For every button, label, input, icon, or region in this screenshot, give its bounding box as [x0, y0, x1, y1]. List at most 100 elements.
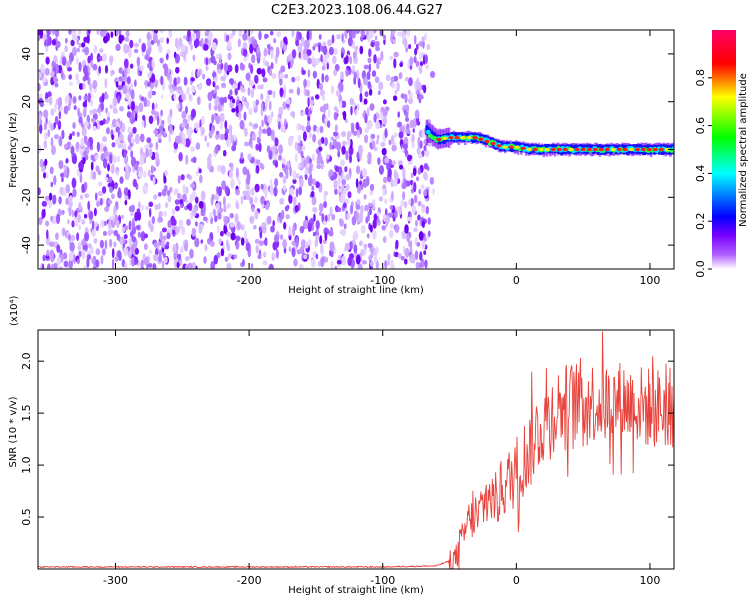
spectrogram-noise-blob	[361, 260, 367, 265]
spectrogram-noise-blob	[393, 95, 398, 101]
spectrogram-noise-blob	[135, 133, 140, 145]
spectrogram-noise-blob	[78, 30, 81, 36]
spectrogram-noise-blob	[331, 145, 335, 150]
spectrogram-noise-blob	[324, 116, 328, 127]
spectrogram-noise-blob	[339, 82, 344, 93]
spectrogram-noise-blob	[110, 31, 114, 38]
signal-peak	[484, 139, 490, 143]
spectrogram-noise-blob	[280, 124, 286, 133]
spectrogram-noise-blob	[271, 153, 277, 161]
spectrogram-noise-blob	[343, 187, 347, 195]
spectrogram-noise-blob	[82, 265, 88, 269]
spectrogram-noise-blob	[271, 73, 277, 79]
spectrogram-noise-blob	[428, 230, 431, 237]
spectrogram-noise-blob	[44, 121, 47, 131]
spectrogram-noise-blob	[349, 154, 352, 164]
spectrogram-noise-blob	[80, 194, 84, 200]
spectrogram-noise-blob	[214, 96, 220, 107]
spectrogram-noise-blob	[390, 178, 395, 188]
spectrogram-noise-blob	[127, 126, 132, 135]
spectrogram-noise-blob	[429, 177, 435, 185]
spectrogram-noise-blob	[134, 248, 139, 255]
spectrogram-noise-blob	[334, 188, 338, 195]
spectrogram-noise-blob	[133, 48, 139, 54]
spectrogram-noise-blob	[99, 120, 104, 126]
spectrogram-noise-blob	[336, 141, 342, 152]
spectrogram-noise-blob	[316, 78, 320, 89]
spectrogram-noise-blob	[92, 171, 97, 180]
colorbar-tick-label: 0.0	[694, 260, 707, 278]
spectrogram-noise-blob	[78, 202, 82, 211]
spectrogram-noise-blob	[410, 172, 414, 179]
spectrogram-noise-blob	[315, 234, 319, 243]
spectrogram-noise-blob	[405, 77, 409, 82]
spectrogram-noise-blob	[260, 107, 264, 117]
spectrogram-noise-blob	[144, 144, 150, 150]
spectrogram-noise-blob	[48, 200, 52, 209]
spectrogram-noise-blob	[366, 71, 371, 80]
spectrogram-noise-blob	[288, 246, 292, 252]
spectrogram-noise-blob	[84, 231, 89, 242]
spectrogram-noise-blob	[54, 134, 59, 140]
spectrogram-noise-blob	[40, 63, 45, 74]
spectrogram-noise-blob	[174, 199, 180, 205]
spectrogram-noise-blob	[249, 80, 254, 87]
spectrogram-noise-blob	[50, 137, 54, 148]
x-tick-label: -300	[103, 274, 128, 287]
spectrogram-noise-blob	[257, 84, 262, 90]
spectrogram-noise-blob	[256, 67, 262, 75]
spectrogram-noise-blob	[61, 129, 65, 140]
spectrogram-noise-blob	[68, 30, 72, 35]
x-tick-label: 0	[513, 574, 520, 587]
spectrogram-noise-blob	[180, 246, 184, 254]
spectrogram-noise-blob	[276, 249, 279, 259]
spectrogram-noise-blob	[182, 184, 186, 194]
spectrogram-noise-blob	[54, 116, 59, 125]
spectrogram-noise-blob	[224, 185, 229, 195]
spectrogram-noise-blob	[206, 142, 210, 148]
spectrogram-noise-blob	[417, 167, 421, 175]
spectrogram-noise-blob	[63, 260, 69, 268]
spectrogram-noise-blob	[102, 186, 107, 194]
spectrogram-noise-blob	[296, 86, 301, 96]
spectrogram-noise-blob	[367, 243, 373, 248]
spectrogram-noise-blob	[268, 69, 273, 77]
spectrogram-noise-blob	[311, 185, 315, 191]
spectrogram-noise-blob	[183, 139, 186, 146]
spectrogram-noise-blob	[369, 183, 375, 192]
spectrogram-noise-blob	[167, 72, 170, 81]
spectrogram-noise-blob	[224, 62, 228, 73]
spectrogram-noise-blob	[207, 57, 211, 65]
spectrogram-noise-blob	[343, 110, 347, 121]
spectrogram-noise-blob	[96, 141, 100, 152]
spectrogram-noise-blob	[406, 30, 410, 37]
spectrogram-noise-blob	[161, 94, 164, 100]
spectrogram-noise-blob	[264, 61, 270, 67]
spectrogram-noise-blob	[55, 98, 59, 106]
spectrogram-noise-blob	[103, 118, 106, 125]
spectrogram-noise-blob	[254, 196, 258, 203]
spectrogram-noise-blob	[274, 137, 279, 147]
spectrogram-noise-blob	[246, 169, 250, 177]
spectrogram-noise-blob	[381, 147, 387, 156]
spectrogram-noise-blob	[165, 53, 169, 61]
spectrogram-noise-blob	[45, 220, 49, 227]
spectrogram-noise-blob	[249, 43, 254, 54]
spectrogram-noise-blob	[328, 108, 331, 119]
spectrogram-noise-blob	[156, 115, 160, 126]
spectrogram-noise-blob	[378, 196, 383, 202]
spectrogram-noise-blob	[158, 254, 162, 263]
spectrogram-noise-blob	[272, 241, 278, 251]
spectrogram-noise-blob	[255, 159, 261, 165]
spectrogram-noise-blob	[217, 68, 222, 74]
spectrogram-noise-blob	[303, 254, 308, 260]
spectrogram-noise-blob	[389, 229, 394, 239]
spectrogram-noise-blob	[237, 38, 241, 48]
spectrogram-noise-blob	[50, 123, 54, 132]
spectrogram-noise-blob	[278, 144, 283, 155]
colorbar-tick-label: 0.2	[694, 212, 707, 230]
spectrogram-noise-blob	[228, 33, 234, 40]
spectrogram-noise-blob	[329, 241, 335, 252]
spectrogram-noise-blob	[194, 221, 198, 227]
spectrogram-noise-blob	[71, 220, 75, 228]
